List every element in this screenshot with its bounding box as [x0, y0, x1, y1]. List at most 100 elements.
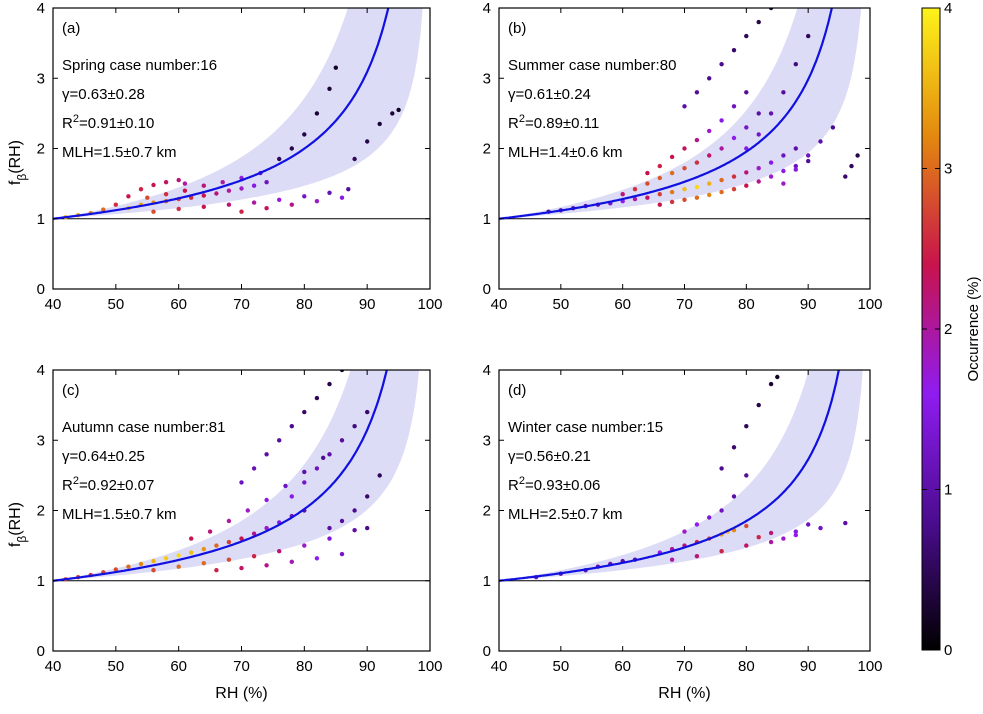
data-point	[731, 494, 737, 499]
data-point	[352, 424, 357, 429]
data-point	[694, 90, 700, 95]
data-point	[377, 473, 382, 478]
data-point	[682, 166, 687, 171]
data-point	[669, 189, 675, 195]
r-squared-value: R2=0.91±0.10	[62, 113, 154, 132]
data-point	[657, 175, 662, 181]
y-label-tail: (RH)	[7, 502, 24, 536]
fit-curve	[53, 370, 388, 582]
data-point	[365, 525, 370, 531]
data-point	[719, 189, 724, 195]
data-point	[694, 160, 700, 165]
data-point	[289, 494, 294, 499]
data-point	[327, 190, 332, 195]
data-point	[793, 167, 798, 172]
data-point	[327, 452, 332, 457]
data-point	[289, 424, 294, 429]
data-point	[176, 206, 181, 212]
data-point	[682, 197, 687, 202]
data-point	[744, 523, 749, 529]
data-point	[756, 111, 761, 116]
data-point	[793, 61, 798, 67]
data-point	[333, 65, 338, 70]
y-tick-label: 4	[483, 0, 491, 17]
x-tick-label: 100	[417, 658, 442, 675]
season-case-count: Spring case number:16	[62, 57, 217, 74]
data-point	[138, 561, 144, 567]
data-point	[201, 561, 206, 566]
data-point	[793, 532, 798, 538]
data-point	[126, 194, 131, 199]
data-point	[365, 409, 370, 415]
data-point	[657, 192, 662, 197]
data-point	[781, 153, 786, 158]
data-point	[145, 195, 150, 200]
data-point	[707, 76, 712, 81]
data-point	[346, 187, 351, 192]
data-point	[756, 402, 761, 408]
fit-curve	[53, 8, 390, 220]
y-tick-label: 3	[37, 432, 45, 449]
data-point	[339, 518, 345, 524]
x-tick-label: 90	[800, 658, 817, 675]
data-point	[645, 181, 650, 186]
data-point	[731, 135, 737, 141]
data-point	[731, 187, 737, 192]
panel-label: (d)	[508, 382, 526, 399]
colorbar-tick-label: 2	[944, 321, 952, 338]
data-point	[239, 209, 244, 214]
colorbar-tick-label: 0	[944, 642, 952, 659]
data-point	[283, 483, 288, 489]
data-point	[756, 19, 761, 25]
panel-b: 40 50 60 70 80 90 100 0 1 2 3 4 (b) Summer case numbe…	[483, 0, 883, 313]
x-tick-label: 60	[170, 658, 187, 675]
colorbar-label: Occurrence (%)	[965, 276, 982, 381]
r-squared-superscript: 2	[519, 475, 525, 487]
data-point	[744, 424, 749, 429]
r-squared-number: =0.91±0.10	[79, 115, 154, 132]
data-point	[277, 438, 282, 443]
data-point	[226, 539, 232, 545]
data-point	[731, 445, 737, 450]
x-tick-label: 80	[296, 296, 313, 313]
season-case-count: Summer case number:80	[508, 57, 676, 74]
data-point	[302, 194, 307, 199]
data-point	[719, 61, 724, 67]
data-point	[182, 188, 188, 193]
data-point	[390, 111, 395, 116]
x-tick-label: 60	[614, 296, 631, 313]
data-point	[314, 199, 320, 204]
data-point	[302, 469, 307, 475]
season-case-count: Autumn case number:81	[62, 419, 225, 436]
data-point	[214, 191, 219, 196]
data-point	[793, 529, 798, 534]
data-point	[756, 535, 761, 540]
y-tick-label: 0	[37, 643, 45, 660]
data-point	[768, 174, 774, 179]
y-tick-label: 0	[37, 281, 45, 298]
colorbar-tick-label: 1	[944, 482, 952, 499]
data-point	[707, 515, 712, 520]
y-tick-label: 4	[483, 362, 491, 379]
y-tick-label: 2	[37, 503, 45, 520]
r-squared-value: R2=0.92±0.07	[62, 475, 154, 494]
y-tick-label: 2	[37, 141, 45, 158]
y-label-main: f	[7, 180, 24, 185]
data-point	[101, 207, 106, 212]
panel-label: (b)	[508, 20, 526, 37]
data-point	[719, 177, 724, 183]
data-point	[264, 180, 269, 185]
data-point	[339, 195, 345, 200]
data-point	[806, 153, 811, 158]
mlh-value: MLH=1.5±0.7 km	[62, 506, 177, 523]
x-tick-label: 90	[800, 296, 817, 313]
data-point	[719, 508, 724, 513]
panel-label: (a)	[62, 20, 80, 37]
data-point	[176, 553, 181, 558]
data-point	[251, 466, 257, 471]
data-point	[352, 528, 357, 533]
data-point	[277, 156, 282, 162]
x-tick-label: 50	[107, 296, 124, 313]
data-point	[245, 508, 250, 513]
